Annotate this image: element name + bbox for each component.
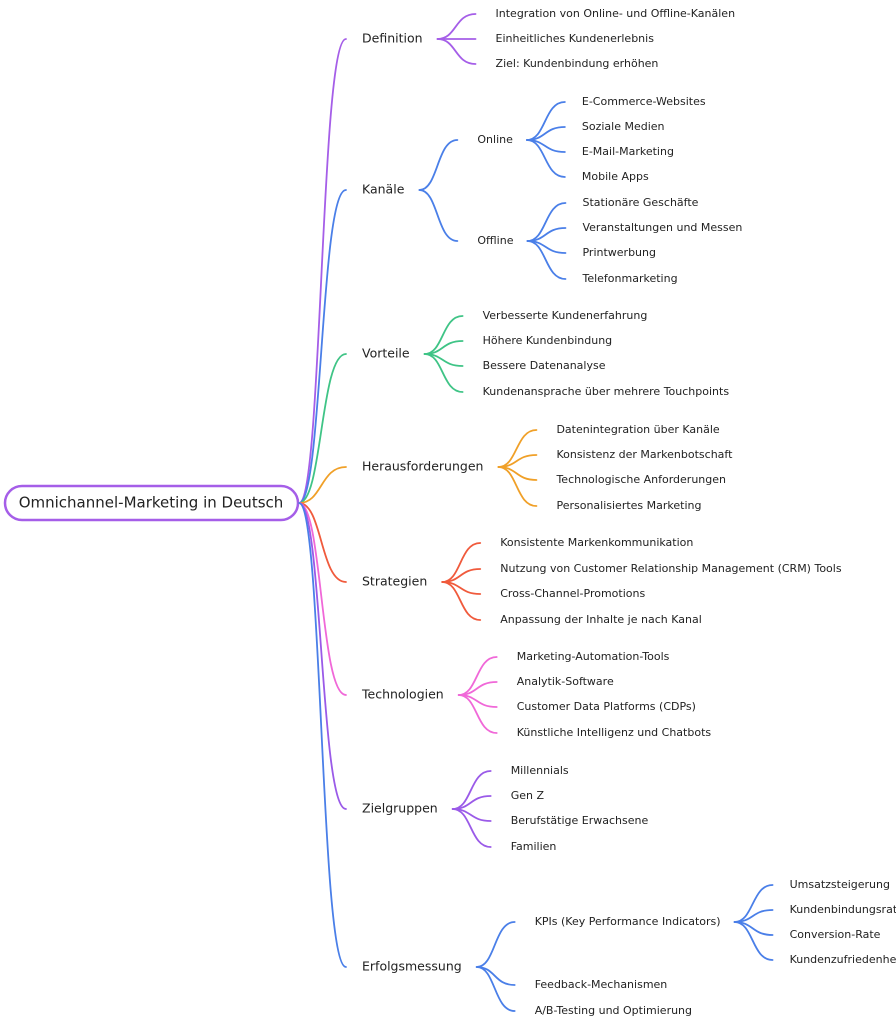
- connector: [497, 466, 538, 507]
- connector: [298, 502, 347, 968]
- root-box: [3, 484, 300, 522]
- child-label: Feedback-Mechanismen: [535, 978, 668, 991]
- grandchild-label: Umsatzsteigerung: [790, 878, 890, 891]
- branch-label: Technologien: [361, 687, 444, 702]
- child-label: Millennials: [511, 764, 569, 777]
- connector: [457, 656, 498, 696]
- grandchild-label: Printwerbung: [582, 246, 656, 259]
- child-label: Bessere Datenanalyse: [483, 359, 606, 372]
- grandchild-label: Mobile Apps: [582, 170, 649, 183]
- child-label: A/B-Testing und Optimierung: [535, 1004, 692, 1017]
- connector: [298, 502, 347, 583]
- connector: [441, 581, 482, 621]
- child-label: Technologische Anforderungen: [555, 473, 726, 486]
- child-label: KPIs (Key Performance Indicators): [535, 915, 721, 928]
- branch-label: Kanäle: [362, 182, 405, 197]
- child-label: Konsistente Markenkommunikation: [500, 536, 693, 549]
- child-label: Verbesserte Kundenerfahrung: [483, 309, 648, 322]
- branch-label: Strategien: [362, 574, 427, 589]
- connector: [733, 921, 774, 961]
- child-label: Online: [477, 133, 513, 146]
- grandchild-label: Conversion-Rate: [790, 928, 881, 941]
- child-label: Kundenansprache über mehrere Touchpoints: [483, 385, 730, 398]
- connector: [298, 189, 347, 504]
- grandchild-label: E-Mail-Marketing: [582, 145, 674, 158]
- child-label: Customer Data Platforms (CDPs): [517, 700, 696, 713]
- branch-label: Vorteile: [362, 346, 410, 361]
- child-label: Anpassung der Inhalte je nach Kanal: [500, 613, 702, 626]
- connector: [298, 466, 347, 504]
- connector: [526, 240, 567, 280]
- child-label: Nutzung von Customer Relationship Manage…: [500, 562, 842, 575]
- connector: [525, 139, 566, 178]
- connector: [418, 139, 459, 191]
- connector: [418, 189, 459, 242]
- connector: [451, 808, 492, 848]
- connector: [423, 353, 464, 393]
- branch-label: Erfolgsmessung: [362, 959, 462, 974]
- connector: [298, 502, 347, 810]
- connector: [451, 770, 492, 810]
- child-label: Ziel: Kundenbindung erhöhen: [496, 57, 659, 70]
- grandchild-label: Veranstaltungen und Messen: [582, 221, 742, 234]
- connector: [475, 966, 516, 986]
- connector: [298, 502, 347, 696]
- connector: [526, 202, 567, 242]
- child-label: Konsistenz der Markenbotschaft: [556, 448, 733, 461]
- connector: [423, 315, 464, 355]
- child-label: Künstliche Intelligenz und Chatbots: [517, 726, 712, 739]
- connector: [441, 542, 482, 583]
- grandchild-label: Kundenzufriedenheit: [790, 953, 896, 966]
- branch-label: Herausforderungen: [362, 459, 483, 474]
- grandchild-label: Soziale Medien: [582, 120, 665, 133]
- child-label: Marketing-Automation-Tools: [517, 650, 670, 663]
- connector: [298, 353, 347, 504]
- child-label: Einheitliches Kundenerlebnis: [496, 32, 655, 45]
- branch-label: Definition: [362, 31, 423, 46]
- connector: [475, 921, 516, 968]
- connector: [436, 38, 477, 65]
- child-label: Berufstätige Erwachsene: [511, 814, 649, 827]
- connector: [475, 966, 516, 1012]
- child-label: Analytik-Software: [517, 675, 614, 688]
- root-label: Omnichannel-Marketing in Deutsch: [19, 494, 284, 512]
- branch-label: Zielgruppen: [362, 801, 438, 816]
- grandchild-label: Stationäre Geschäfte: [582, 196, 698, 209]
- child-label: Cross-Channel-Promotions: [500, 587, 645, 600]
- child-label: Personalisiertes Marketing: [556, 499, 701, 512]
- child-label: Höhere Kundenbindung: [483, 334, 613, 347]
- child-label: Familien: [511, 840, 557, 853]
- child-label: Offline: [477, 234, 513, 247]
- grandchild-label: Kundenbindungsrate: [790, 903, 896, 916]
- connector: [457, 694, 498, 734]
- child-label: Integration von Online- und Offline-Kanä…: [496, 7, 736, 20]
- connector: [436, 13, 477, 40]
- grandchild-label: Telefonmarketing: [581, 272, 677, 285]
- grandchild-label: E-Commerce-Websites: [582, 95, 706, 108]
- child-label: Datenintegration über Kanäle: [556, 423, 719, 436]
- connector: [525, 101, 566, 141]
- child-label: Gen Z: [511, 789, 545, 802]
- connector: [298, 38, 347, 504]
